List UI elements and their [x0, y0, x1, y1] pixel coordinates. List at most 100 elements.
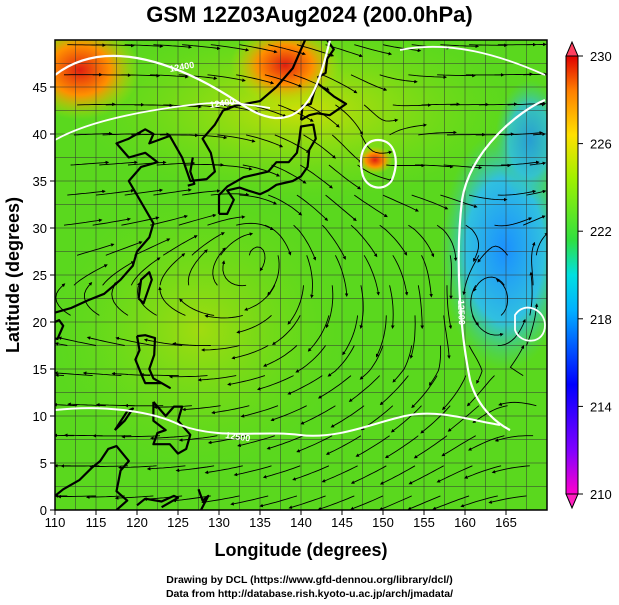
streamline [236, 315, 272, 334]
x-axis: 110 115 120 125 130 135 140 145 150 155 160 165 [45, 510, 517, 530]
y-tick-label: 0 [40, 503, 47, 518]
y-tick-label: 40 [33, 127, 47, 142]
streamline [158, 286, 186, 316]
streamline [57, 336, 97, 346]
streamline [57, 494, 97, 499]
streamline [390, 405, 422, 433]
streamline [191, 104, 231, 111]
streamline [207, 435, 247, 445]
streamline [379, 465, 416, 485]
streamline [465, 224, 480, 262]
streamline [389, 285, 395, 329]
streamline [221, 260, 247, 287]
streamline [293, 74, 330, 91]
streamline [526, 303, 539, 346]
streamline [259, 495, 298, 508]
streamline [248, 246, 266, 272]
streamline [67, 189, 106, 196]
contour-line [359, 138, 397, 189]
streamline [407, 495, 441, 510]
streamline [55, 371, 93, 377]
streamline [287, 285, 304, 325]
streamline [348, 375, 381, 402]
credit-data: Data from http://database.rish.kyoto-u.a… [165, 588, 454, 600]
streamline [411, 194, 449, 210]
streamline [201, 345, 240, 352]
streamline [497, 189, 537, 196]
streamline [306, 255, 314, 299]
streamline [55, 402, 78, 407]
streamline [420, 405, 451, 434]
streamline [182, 189, 221, 196]
colorbar-tick-label: 218 [590, 312, 612, 327]
contour-line [457, 98, 546, 431]
streamline [529, 161, 547, 166]
streamline [214, 164, 253, 171]
contour-line [55, 101, 271, 141]
streamline [153, 44, 192, 49]
streamline [359, 285, 364, 329]
streamline [178, 435, 218, 442]
streamline [526, 189, 547, 196]
streamline [307, 315, 330, 352]
streamline [293, 224, 317, 261]
streamline [267, 255, 280, 296]
streamline [264, 74, 303, 88]
streamline [179, 298, 215, 316]
contour-label: 12500 [456, 300, 467, 325]
streamline [501, 160, 540, 166]
streamline [428, 345, 442, 386]
colorbar: 210 214 218 222 226 230 [565, 40, 612, 510]
streamline [334, 255, 349, 297]
x-tick-label: 110 [45, 515, 66, 530]
streamline [220, 232, 254, 256]
y-tick-label: 5 [40, 456, 47, 471]
streamline [441, 435, 476, 457]
streamline [411, 375, 438, 409]
streamline [413, 435, 448, 459]
streamline [421, 102, 461, 106]
streamline [159, 253, 186, 286]
streamline [379, 224, 408, 256]
x-tick-label: 160 [454, 515, 476, 530]
streamline [270, 405, 307, 422]
streamline [217, 134, 256, 143]
x-tick-label: 140 [290, 515, 312, 530]
streamline [375, 315, 387, 358]
streamline [178, 213, 217, 226]
streamline [379, 375, 409, 406]
streamline [325, 194, 357, 222]
streamline [472, 405, 508, 424]
streamline [204, 314, 243, 319]
x-tick-label: 125 [167, 515, 189, 530]
streamline [82, 371, 122, 377]
streamline [497, 318, 526, 346]
streamline [95, 189, 135, 196]
x-tick-label: 120 [126, 515, 148, 530]
temperature-field [55, 40, 547, 510]
streamline [182, 44, 221, 51]
contour-line [55, 407, 501, 437]
streamline [469, 194, 508, 202]
streamline [325, 44, 363, 58]
streamline [442, 375, 467, 411]
streamline [464, 465, 502, 479]
streamline [92, 217, 131, 226]
streamline [137, 281, 157, 316]
streamline [322, 74, 358, 94]
coastline-segment [55, 445, 130, 510]
streamline [523, 215, 546, 226]
streamline [449, 255, 453, 300]
streamline [408, 74, 447, 79]
streamline [342, 315, 359, 356]
streamline [76, 243, 115, 256]
streamline [63, 218, 103, 226]
streamline [114, 495, 154, 500]
contour-line [399, 45, 546, 76]
streamline [317, 375, 352, 399]
streamline [272, 315, 301, 346]
colorbar-tick-label: 210 [590, 487, 612, 502]
streamline [350, 224, 378, 258]
streamline [55, 342, 68, 346]
streamline [239, 44, 278, 54]
